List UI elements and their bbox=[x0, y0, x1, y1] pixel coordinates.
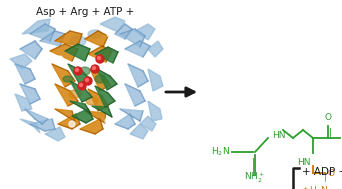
Polygon shape bbox=[45, 127, 65, 141]
Polygon shape bbox=[90, 69, 110, 91]
Polygon shape bbox=[40, 31, 65, 46]
Ellipse shape bbox=[69, 90, 81, 98]
Circle shape bbox=[96, 55, 104, 63]
Text: $\mathregular{^+H_2N}$: $\mathregular{^+H_2N}$ bbox=[301, 184, 328, 189]
Polygon shape bbox=[68, 64, 90, 85]
Ellipse shape bbox=[70, 36, 86, 46]
Polygon shape bbox=[135, 24, 155, 40]
Text: O: O bbox=[325, 113, 331, 122]
Polygon shape bbox=[128, 64, 148, 87]
Polygon shape bbox=[15, 94, 32, 111]
Polygon shape bbox=[120, 29, 145, 47]
Polygon shape bbox=[125, 84, 145, 106]
Polygon shape bbox=[20, 84, 40, 104]
Polygon shape bbox=[148, 69, 163, 91]
Polygon shape bbox=[80, 119, 103, 134]
Text: Asp + Arg + ATP +: Asp + Arg + ATP + bbox=[36, 7, 134, 17]
Polygon shape bbox=[30, 24, 55, 41]
Polygon shape bbox=[55, 84, 78, 106]
Circle shape bbox=[76, 68, 79, 71]
Text: $\mathregular{H_2N}$: $\mathregular{H_2N}$ bbox=[211, 146, 230, 158]
Circle shape bbox=[78, 82, 86, 90]
Text: HN: HN bbox=[298, 158, 311, 167]
Text: O: O bbox=[327, 169, 334, 177]
Polygon shape bbox=[148, 41, 163, 57]
Ellipse shape bbox=[86, 97, 98, 105]
Circle shape bbox=[92, 67, 95, 70]
Polygon shape bbox=[115, 24, 132, 39]
Polygon shape bbox=[22, 19, 50, 34]
Polygon shape bbox=[85, 111, 105, 123]
Circle shape bbox=[97, 57, 101, 60]
Polygon shape bbox=[20, 119, 40, 133]
Circle shape bbox=[105, 118, 111, 124]
Polygon shape bbox=[58, 114, 80, 129]
Polygon shape bbox=[55, 31, 82, 46]
Polygon shape bbox=[30, 119, 55, 131]
Polygon shape bbox=[72, 109, 93, 123]
Text: HN: HN bbox=[272, 132, 286, 140]
Polygon shape bbox=[115, 114, 135, 129]
Polygon shape bbox=[85, 31, 108, 47]
Circle shape bbox=[127, 56, 133, 62]
Polygon shape bbox=[125, 41, 150, 57]
Polygon shape bbox=[148, 101, 162, 121]
Ellipse shape bbox=[95, 75, 105, 83]
Polygon shape bbox=[52, 64, 75, 87]
Polygon shape bbox=[15, 64, 35, 84]
Circle shape bbox=[79, 84, 82, 87]
Polygon shape bbox=[88, 89, 108, 111]
Polygon shape bbox=[88, 46, 112, 62]
Polygon shape bbox=[130, 124, 148, 139]
Text: + ADP + Pi: + ADP + Pi bbox=[302, 167, 342, 177]
Polygon shape bbox=[100, 17, 125, 32]
Ellipse shape bbox=[63, 76, 73, 82]
Ellipse shape bbox=[88, 30, 102, 38]
Polygon shape bbox=[95, 47, 118, 63]
Polygon shape bbox=[50, 44, 78, 61]
Circle shape bbox=[74, 67, 82, 75]
Polygon shape bbox=[70, 101, 91, 114]
Ellipse shape bbox=[80, 67, 90, 75]
Polygon shape bbox=[10, 54, 32, 69]
Polygon shape bbox=[65, 44, 90, 61]
Circle shape bbox=[84, 77, 92, 85]
Polygon shape bbox=[97, 69, 117, 90]
Polygon shape bbox=[70, 81, 92, 102]
Circle shape bbox=[57, 56, 63, 62]
Circle shape bbox=[91, 65, 99, 73]
Polygon shape bbox=[25, 109, 48, 124]
Circle shape bbox=[107, 31, 113, 37]
Text: $\mathregular{NH_2^+}$: $\mathregular{NH_2^+}$ bbox=[244, 171, 266, 185]
Polygon shape bbox=[95, 86, 115, 107]
Polygon shape bbox=[120, 109, 143, 121]
Polygon shape bbox=[92, 106, 112, 117]
Circle shape bbox=[69, 121, 75, 127]
Polygon shape bbox=[55, 109, 75, 121]
Circle shape bbox=[86, 78, 89, 81]
Polygon shape bbox=[20, 41, 42, 59]
Polygon shape bbox=[140, 116, 156, 131]
